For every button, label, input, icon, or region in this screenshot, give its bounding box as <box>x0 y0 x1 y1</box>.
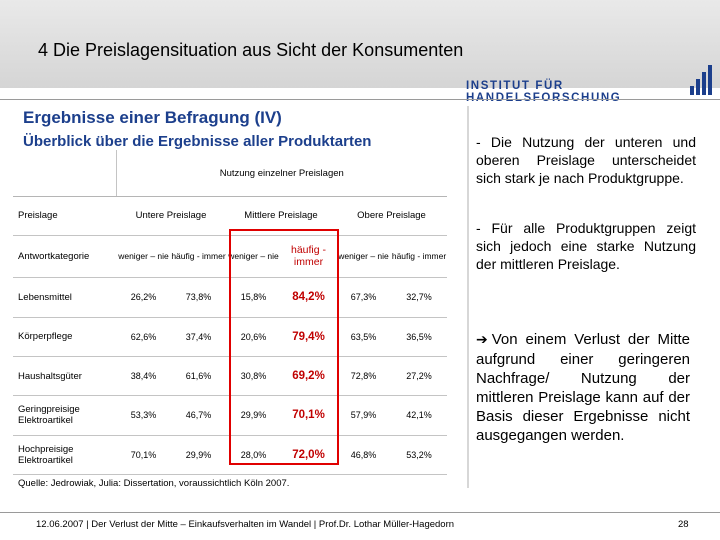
cell: 63,5% <box>336 317 391 357</box>
col-label-preislage: Preislage <box>13 196 116 236</box>
results-table: Nutzung einzelner Preislagen Preislage U… <box>13 150 448 476</box>
bar-logo-icon <box>690 65 712 95</box>
cell-highlight: 79,4% <box>281 317 336 357</box>
sub-header: weniger – nie <box>336 235 391 279</box>
bullet-text: - Die Nutzung der unteren und oberen Pre… <box>476 134 696 186</box>
cell-highlight: 84,2% <box>281 277 336 318</box>
cell-highlight: 69,2% <box>281 356 336 397</box>
table-row: Lebensmittel 26,2% 73,8% 15,8% 84,2% 67,… <box>13 277 448 318</box>
super-header: Nutzung einzelner Preislagen <box>115 150 448 198</box>
table-row: Geringpreisige Elektroartikel 53,3% 46,7… <box>13 395 448 436</box>
table-row: Hochpreisige Elektroartikel 70,1% 29,9% … <box>13 435 448 476</box>
cell: 30,8% <box>226 356 281 397</box>
cell: 61,6% <box>171 356 226 397</box>
cell: 73,8% <box>171 277 226 318</box>
cell-highlight: 72,0% <box>281 435 336 476</box>
table-row: Haushaltsgüter 38,4% 61,6% 30,8% 69,2% 7… <box>13 356 448 397</box>
cell: 38,4% <box>116 356 171 397</box>
row-label: Hochpreisige Elektroartikel <box>13 435 116 476</box>
cell: 37,4% <box>171 317 226 357</box>
footer-divider <box>0 512 720 513</box>
header-band <box>0 0 720 88</box>
cell: 29,9% <box>226 395 281 436</box>
row-label: Körperpflege <box>13 317 116 357</box>
cell: 27,2% <box>391 356 448 397</box>
cell: 32,7% <box>391 277 448 318</box>
source-note: Quelle: Jedrowiak, Julia: Dissertation, … <box>18 478 290 489</box>
brand-name: INSTITUT FÜR HANDELSFORSCHUNG <box>466 80 622 104</box>
bullet-text: - Für alle Produktgruppen zeigt sich jed… <box>476 220 696 272</box>
column-divider <box>467 106 469 488</box>
cell: 70,1% <box>116 435 171 476</box>
sub-header-highlight: häufig - immer <box>281 235 336 279</box>
cell: 62,6% <box>116 317 171 357</box>
cell: 20,6% <box>226 317 281 357</box>
cell: 28,0% <box>226 435 281 476</box>
section-heading: Ergebnisse einer Befragung (IV) <box>23 108 282 127</box>
header-divider <box>0 99 720 100</box>
cell: 46,7% <box>171 395 226 436</box>
cell: 53,3% <box>116 395 171 436</box>
sub-header: weniger – nie <box>116 235 171 279</box>
cell: 29,9% <box>171 435 226 476</box>
group-header-unten: Untere Preislage <box>116 196 226 236</box>
cell: 46,8% <box>336 435 391 476</box>
table-corner <box>13 150 116 198</box>
cell: 42,1% <box>391 395 448 436</box>
cell: 15,8% <box>226 277 281 318</box>
cell-highlight: 70,1% <box>281 395 336 436</box>
col-label-kategorie: Antwortkategorie <box>13 235 116 279</box>
section-subheading: Überblick über die Ergebnisse aller Prod… <box>23 133 372 150</box>
row-label: Lebensmittel <box>13 277 116 318</box>
cell: 72,8% <box>336 356 391 397</box>
cell: 67,3% <box>336 277 391 318</box>
sub-header: häufig - immer <box>391 235 448 279</box>
cell: 36,5% <box>391 317 448 357</box>
sub-header: weniger – nie <box>226 235 281 279</box>
slide-title: 4 Die Preislagensituation aus Sicht der … <box>38 40 464 60</box>
row-label: Haushaltsgüter <box>13 356 116 397</box>
cell: 26,2% <box>116 277 171 318</box>
highlight-box <box>229 229 339 465</box>
conclusion-text: Von einem Verlust der Mitte aufgrund ein… <box>476 331 690 444</box>
sub-header: häufig - immer <box>171 235 226 279</box>
footer-text: 12.06.2007 | Der Verlust der Mitte – Ein… <box>36 519 455 530</box>
cell: 53,2% <box>391 435 448 476</box>
page-number: 28 <box>678 519 689 530</box>
conclusion-block: ➔ Von einem Verlust der Mitte aufgrund ei… <box>476 330 690 445</box>
cell: 57,9% <box>336 395 391 436</box>
table-row: Körperpflege 62,6% 37,4% 20,6% 79,4% 63,… <box>13 317 448 357</box>
right-arrow-icon: ➔ <box>476 332 488 348</box>
row-label: Geringpreisige Elektroartikel <box>13 395 116 436</box>
group-header-oben: Obere Preislage <box>336 196 448 236</box>
